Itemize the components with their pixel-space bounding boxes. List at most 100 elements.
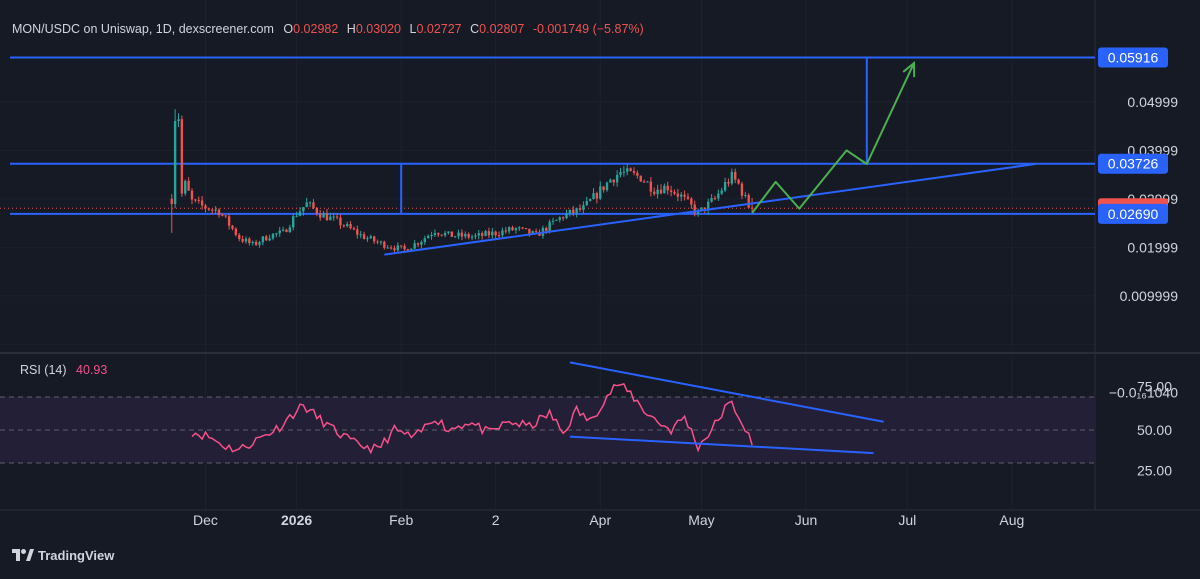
candle-body (383, 241, 386, 248)
candlestick-series[interactable] (170, 109, 754, 254)
candle-body (305, 202, 308, 208)
candle-body (349, 224, 352, 229)
rsi-trendline[interactable] (569, 435, 874, 455)
candle-body (346, 224, 349, 227)
change-value: -0.001749 (−5.87%) (533, 22, 644, 36)
candle-body (359, 234, 362, 236)
price-badge-bg (1098, 153, 1168, 174)
candle-body (636, 172, 639, 176)
candle-body (676, 193, 680, 197)
candle-body (204, 205, 207, 209)
close-value: 0.02807 (479, 22, 524, 36)
candle-body (734, 171, 737, 180)
time-tick-label: Dec (193, 512, 218, 528)
candle-body (261, 236, 265, 243)
candle-body (356, 229, 359, 235)
candle-body (295, 215, 298, 217)
candle-body (342, 225, 346, 227)
price-badge[interactable]: 0.03726 (1098, 153, 1168, 174)
horizontal-levels[interactable] (0, 56, 1095, 215)
candle-body (710, 198, 713, 202)
candle-body (234, 228, 238, 235)
price-badge-label: 0.03726 (1108, 156, 1159, 172)
candle-body (194, 199, 197, 201)
candle-body (565, 213, 568, 219)
candle-body (319, 213, 322, 218)
price-badge-bg (1098, 203, 1168, 224)
candle-body (740, 183, 744, 196)
time-tick-label: Aug (999, 512, 1024, 528)
price-badge-label: 0.05916 (1108, 49, 1159, 65)
candle-body (632, 171, 636, 173)
time-tick-label: Jul (898, 512, 916, 528)
candle-body (376, 241, 379, 243)
candle-body (501, 230, 504, 236)
time-tick-label: Jun (795, 512, 818, 528)
candle-body (497, 235, 501, 237)
candle-body (622, 171, 626, 173)
candle-body (649, 181, 653, 192)
candle-body (184, 180, 187, 194)
candle-body (484, 231, 487, 236)
projection-path[interactable] (751, 62, 915, 214)
candle-body (214, 209, 217, 211)
rsi-line[interactable] (191, 382, 753, 455)
candle-body (511, 227, 514, 231)
candle-body (713, 198, 717, 200)
support-trendline[interactable] (384, 162, 1036, 256)
candle-body (480, 233, 484, 236)
candle-body (450, 231, 453, 237)
candle-body (406, 249, 410, 252)
price-badge[interactable]: 0.02690 (1098, 203, 1168, 224)
rsi-trendline[interactable] (569, 361, 884, 423)
high-value: 0.03020 (356, 22, 401, 36)
candle-body (366, 238, 369, 240)
candle-body (588, 199, 592, 201)
price-axis[interactable]: 0.049990.039990.029990.019990.009999−0.0… (1098, 47, 1178, 401)
candle-body (602, 186, 605, 191)
rsi-series[interactable] (191, 361, 884, 455)
candle-body (190, 190, 194, 200)
candle-body (669, 190, 673, 192)
candle-body (281, 229, 285, 231)
candle-body (521, 227, 524, 229)
candle-body (457, 232, 460, 237)
drawings[interactable] (384, 57, 1036, 256)
candle-body (410, 248, 413, 252)
candle-body (474, 235, 477, 237)
candle-body (494, 231, 497, 236)
high-label: H (347, 22, 356, 36)
time-axis[interactable]: Dec 2026 Feb 2 Apr May Jun Jul Aug (193, 512, 1024, 528)
projection-arrowhead-icon[interactable] (902, 61, 916, 78)
candle-body (217, 209, 221, 216)
candle-body (187, 180, 190, 191)
candle-body (673, 191, 676, 194)
price-badge-bg (1098, 47, 1168, 68)
candle-body (568, 209, 572, 214)
candle-body (285, 229, 288, 232)
candle-body (595, 193, 599, 199)
candle-body (241, 238, 244, 242)
price-badge[interactable]: 0.05916 (1098, 47, 1168, 68)
candle-body (312, 202, 315, 208)
candle-body (545, 227, 548, 232)
candle-body (288, 227, 292, 232)
candle-body (646, 181, 649, 183)
candle-body (339, 217, 342, 226)
candle-body (453, 236, 457, 238)
candle-body (555, 219, 558, 221)
candle-body (254, 241, 258, 245)
low-value: 0.02727 (416, 22, 461, 36)
rsi-axis[interactable]: 75.00 50.00 25.00 (1137, 378, 1172, 478)
candle-body (403, 245, 406, 250)
candle-body (470, 236, 474, 238)
candle-body (379, 241, 383, 243)
tradingview-logo[interactable]: TradingView (12, 548, 115, 563)
candle-body (224, 215, 227, 217)
candle-body (727, 182, 730, 184)
candle-body (413, 243, 416, 249)
tradingview-logo-icon (12, 549, 34, 561)
legend-header: MON/USDC on Uniswap, 1D, dexscreener.com… (12, 22, 644, 36)
price-badge-label: 0.02690 (1108, 206, 1159, 222)
